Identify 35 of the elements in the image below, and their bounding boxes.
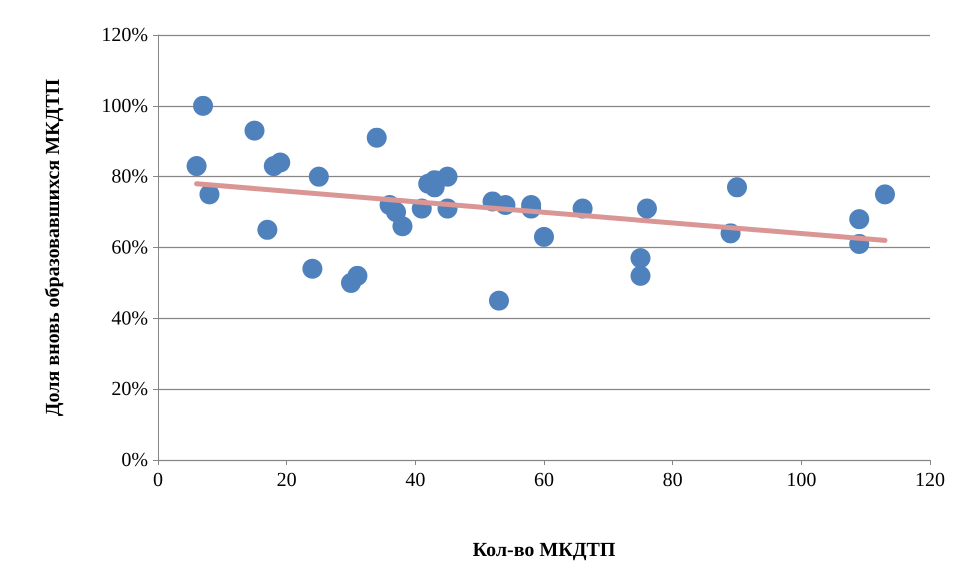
x-tick-label: 20 xyxy=(276,469,297,491)
point xyxy=(308,166,329,187)
x-axis-title: Кол-во МКДТП xyxy=(472,539,616,561)
x-tick-label: 40 xyxy=(405,469,426,491)
point xyxy=(347,266,368,286)
y-tick-label: 0% xyxy=(121,449,148,471)
point xyxy=(438,166,458,187)
y-tick-label: 120% xyxy=(101,24,148,46)
point xyxy=(366,128,387,148)
point xyxy=(727,177,747,198)
x-tick-label: 120 xyxy=(915,469,945,491)
y-axis-title: Доля вновь образовавшихся МКДТП xyxy=(42,78,64,416)
point xyxy=(636,198,657,219)
point xyxy=(193,96,214,116)
point xyxy=(302,258,322,279)
point xyxy=(630,266,650,286)
point xyxy=(630,248,650,268)
y-tick-label: 80% xyxy=(111,166,148,188)
point xyxy=(534,226,554,247)
point xyxy=(257,220,278,240)
y-tick-label: 100% xyxy=(101,94,148,117)
y-tick-label: 60% xyxy=(111,236,148,258)
point xyxy=(874,184,895,204)
point xyxy=(392,216,412,236)
y-tick-label: 20% xyxy=(111,378,148,400)
x-tick-label: 80 xyxy=(662,469,683,491)
point xyxy=(270,152,290,172)
point xyxy=(849,209,870,230)
y-tick-label: 40% xyxy=(111,307,148,330)
point xyxy=(186,156,207,176)
x-tick-label: 60 xyxy=(534,469,554,491)
x-tick-label: 0 xyxy=(153,469,163,491)
point xyxy=(488,290,509,311)
x-tick-label: 100 xyxy=(786,469,816,491)
point xyxy=(244,120,264,141)
